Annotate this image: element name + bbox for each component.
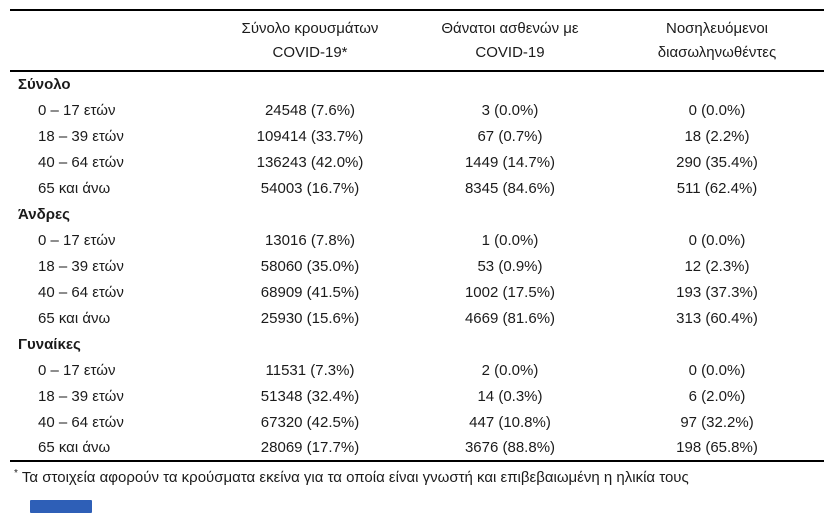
row-label: 65 και άνω bbox=[10, 435, 210, 462]
cell-intubated: 313 (60.4%) bbox=[676, 309, 758, 327]
table-row: 0 – 17 ετών 13016 (7.8%) 1 (0.0%) 0 (0.0… bbox=[10, 227, 824, 253]
cell-intubated: 511 (62.4%) bbox=[676, 179, 758, 197]
cell-cases: 11531 (7.3%) bbox=[265, 361, 355, 379]
cell-intubated: 97 (32.2%) bbox=[680, 413, 754, 431]
row-label: 0 – 17 ετών bbox=[38, 231, 116, 249]
row-label: 40 – 64 ετών bbox=[38, 153, 124, 171]
cell-deaths: 3 (0.0%) bbox=[481, 101, 539, 119]
column-header-intubated: Νοσηλευόμενοι διασωληνωθέντες bbox=[610, 10, 824, 72]
table-row: 0 – 17 ετών 24548 (7.6%) 3 (0.0%) 0 (0.0… bbox=[10, 97, 824, 123]
column-header-cases: Σύνολο κρουσμάτων COVID-19* bbox=[210, 10, 410, 72]
cell-deaths: 1002 (17.5%) bbox=[464, 283, 556, 301]
row-label: 0 – 17 ετών bbox=[38, 101, 116, 119]
section-label: Άνδρες bbox=[18, 205, 70, 223]
row-label: 65 και άνω bbox=[38, 309, 111, 327]
cell-intubated: 18 (2.2%) bbox=[684, 127, 750, 145]
empty-cell bbox=[210, 71, 410, 97]
table-row: 40 – 64 ετών 67320 (42.5%) 447 (10.8%) 9… bbox=[10, 409, 824, 435]
column-header-deaths-line2: COVID-19 bbox=[475, 43, 545, 61]
empty-cell bbox=[210, 331, 410, 357]
row-label: 40 – 64 ετών bbox=[38, 413, 124, 431]
empty-cell bbox=[610, 71, 824, 97]
table-row: 40 – 64 ετών 136243 (42.0%) 1449 (14.7%)… bbox=[10, 149, 824, 175]
table-row: 0 – 17 ετών 11531 (7.3%) 2 (0.0%) 0 (0.0… bbox=[10, 357, 824, 383]
section-row-men: Άνδρες bbox=[10, 201, 824, 227]
cell-cases: 54003 (16.7%) bbox=[260, 179, 360, 197]
column-header-intubated-line2: διασωληνωθέντες bbox=[657, 43, 777, 61]
row-label: 0 – 17 ετών bbox=[38, 361, 116, 379]
column-header-deaths-line1: Θάνατοι ασθενών με bbox=[441, 19, 579, 37]
empty-cell bbox=[210, 201, 410, 227]
cell-cases: 28069 (17.7%) bbox=[210, 435, 410, 462]
cell-intubated: 198 (65.8%) bbox=[610, 435, 824, 462]
row-label: 18 – 39 ετών bbox=[38, 127, 124, 145]
cell-cases: 58060 (35.0%) bbox=[260, 257, 360, 275]
cell-cases: 25930 (15.6%) bbox=[260, 309, 360, 327]
covid-stats-table: Σύνολο κρουσμάτων COVID-19* Θάνατοι ασθε… bbox=[10, 9, 824, 462]
cell-deaths: 8345 (84.6%) bbox=[464, 179, 556, 197]
cell-cases: 67320 (42.5%) bbox=[260, 413, 360, 431]
cell-intubated: 290 (35.4%) bbox=[676, 153, 758, 171]
cell-cases: 109414 (33.7%) bbox=[256, 127, 364, 145]
header-row: Σύνολο κρουσμάτων COVID-19* Θάνατοι ασθε… bbox=[10, 10, 824, 72]
empty-cell bbox=[410, 201, 610, 227]
row-label: 18 – 39 ετών bbox=[38, 387, 124, 405]
cell-deaths: 4669 (81.6%) bbox=[464, 309, 556, 327]
table-row: 18 – 39 ετών 109414 (33.7%) 67 (0.7%) 18… bbox=[10, 123, 824, 149]
cell-deaths: 14 (0.3%) bbox=[477, 387, 543, 405]
footnote: * Τα στοιχεία αφορούν τα κρούσματα εκείνα… bbox=[14, 468, 824, 486]
column-header-cases-line1: Σύνολο κρουσμάτων bbox=[241, 19, 379, 37]
covid-stats-table-wrap: Σύνολο κρουσμάτων COVID-19* Θάνατοι ασθε… bbox=[10, 9, 824, 462]
cell-deaths: 53 (0.9%) bbox=[477, 257, 543, 275]
cell-deaths: 2 (0.0%) bbox=[481, 361, 539, 379]
footnote-text: Τα στοιχεία αφορούν τα κρούσματα εκείνα … bbox=[21, 469, 689, 486]
section-label: Σύνολο bbox=[18, 76, 71, 93]
row-label: 18 – 39 ετών bbox=[38, 257, 124, 275]
cell-cases: 51348 (32.4%) bbox=[260, 387, 360, 405]
cell-cases: 13016 (7.8%) bbox=[264, 231, 356, 249]
empty-cell bbox=[410, 71, 610, 97]
cell-cases: 136243 (42.0%) bbox=[256, 153, 364, 171]
column-header-deaths: Θάνατοι ασθενών με COVID-19 bbox=[410, 10, 610, 72]
cell-deaths: 447 (10.8%) bbox=[469, 413, 551, 431]
cell-intubated: 0 (0.0%) bbox=[688, 231, 746, 249]
empty-cell bbox=[610, 201, 824, 227]
cell-intubated: 0 (0.0%) bbox=[688, 361, 746, 379]
row-label: 40 – 64 ετών bbox=[38, 283, 124, 301]
table-row: 40 – 64 ετών 68909 (41.5%) 1002 (17.5%) … bbox=[10, 279, 824, 305]
empty-cell bbox=[610, 331, 824, 357]
cell-deaths: 1 (0.0%) bbox=[481, 231, 539, 249]
cell-intubated: 0 (0.0%) bbox=[688, 101, 746, 119]
table-row: 18 – 39 ετών 58060 (35.0%) 53 (0.9%) 12 … bbox=[10, 253, 824, 279]
cell-deaths: 1449 (14.7%) bbox=[464, 153, 556, 171]
row-label: 65 και άνω bbox=[38, 179, 111, 197]
table-row: 65 και άνω 54003 (16.7%) 8345 (84.6%) 51… bbox=[10, 175, 824, 201]
column-header-empty bbox=[10, 10, 210, 72]
table-row: 65 και άνω 28069 (17.7%) 3676 (88.8%) 19… bbox=[10, 435, 824, 462]
cell-intubated: 6 (2.0%) bbox=[688, 387, 746, 405]
cell-cases: 68909 (41.5%) bbox=[260, 283, 360, 301]
empty-cell bbox=[410, 331, 610, 357]
cell-cases: 24548 (7.6%) bbox=[264, 101, 356, 119]
section-label: Γυναίκες bbox=[18, 335, 81, 353]
cell-deaths: 3676 (88.8%) bbox=[410, 435, 610, 462]
cell-intubated: 12 (2.3%) bbox=[684, 257, 750, 275]
column-header-cases-line2: COVID-19* bbox=[272, 43, 348, 61]
section-row-total: Σύνολο bbox=[10, 71, 824, 97]
section-row-women: Γυναίκες bbox=[10, 331, 824, 357]
table-row: 65 και άνω 25930 (15.6%) 4669 (81.6%) 31… bbox=[10, 305, 824, 331]
cell-deaths: 67 (0.7%) bbox=[477, 127, 543, 145]
cell-intubated: 193 (37.3%) bbox=[676, 283, 758, 301]
table-row: 18 – 39 ετών 51348 (32.4%) 14 (0.3%) 6 (… bbox=[10, 383, 824, 409]
bottom-left-blue-mark bbox=[30, 500, 92, 513]
footnote-asterisk: * bbox=[14, 468, 18, 479]
column-header-intubated-line1: Νοσηλευόμενοι bbox=[665, 19, 768, 37]
